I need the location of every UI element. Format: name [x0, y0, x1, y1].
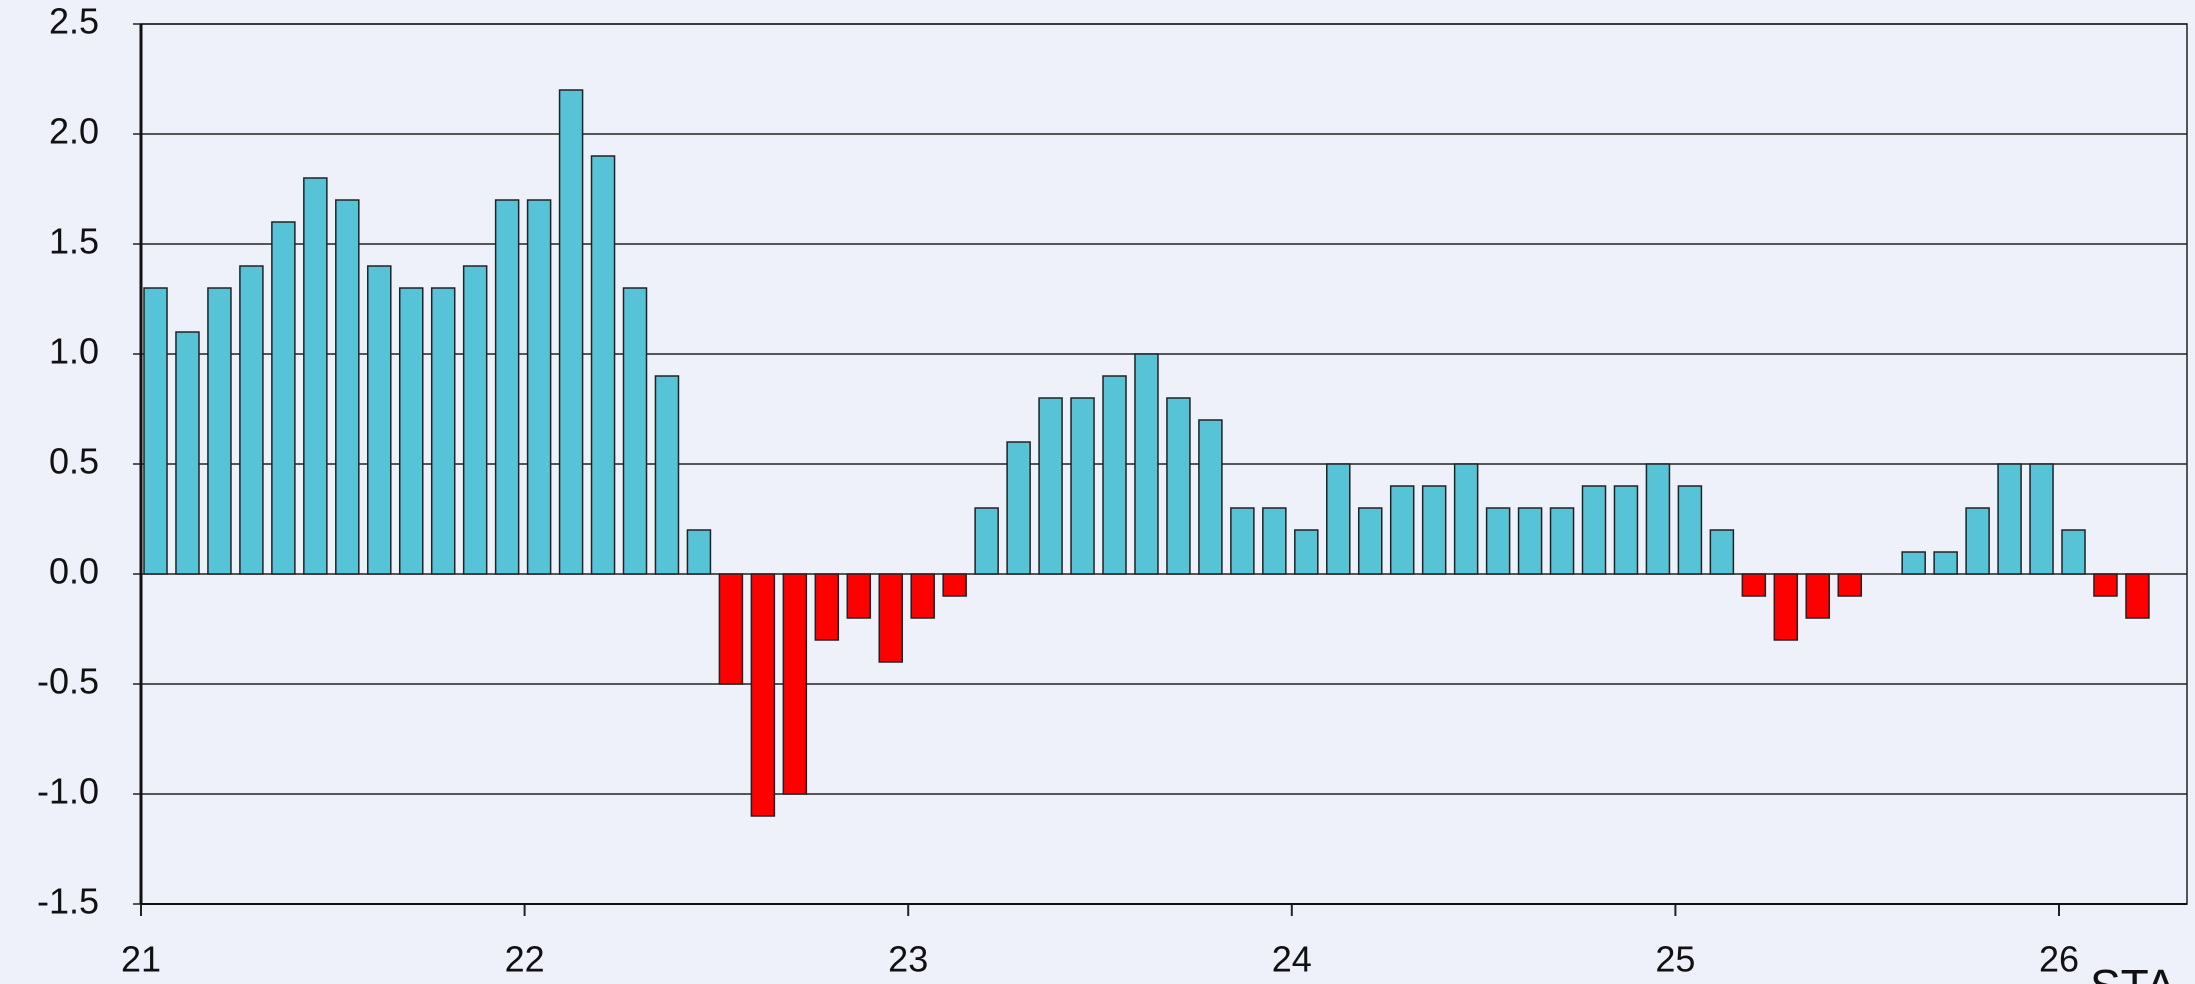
bar: [1070, 397, 1095, 575]
bar: [1773, 573, 1799, 641]
bar: [686, 529, 712, 575]
bar: [1581, 485, 1607, 575]
y-tick-label: 0.5: [49, 441, 99, 482]
bar: [1741, 573, 1767, 597]
bar: [494, 199, 520, 575]
y-tick-label: 1.0: [49, 331, 99, 372]
bar: [910, 573, 935, 619]
bar: [654, 375, 680, 575]
y-tick-label: 0.0: [49, 551, 99, 592]
bar: [2093, 573, 2118, 597]
bar: [1965, 507, 1990, 575]
bar: [1294, 529, 1319, 575]
bar: [271, 221, 296, 575]
bar: [1645, 463, 1671, 575]
bar: [526, 199, 552, 575]
bar: [1326, 463, 1351, 575]
y-tick-label: -1.5: [37, 881, 99, 922]
bar: [1901, 551, 1926, 575]
bar: [1933, 551, 1958, 575]
bar: [303, 177, 328, 575]
bar: [1230, 507, 1255, 575]
y-tick-label: 2.0: [49, 111, 99, 152]
x-tick-label: 26: [2039, 939, 2079, 980]
bar: [1805, 573, 1831, 619]
bar: [1485, 507, 1511, 575]
bar: [558, 89, 584, 575]
bar: [814, 573, 840, 641]
bar: [1837, 573, 1862, 597]
bar: [846, 573, 872, 619]
bar: [1262, 507, 1287, 575]
bar: [1709, 529, 1735, 575]
bar: [1421, 485, 1447, 575]
x-tick-label: 21: [121, 939, 161, 980]
bar: [207, 287, 232, 575]
bar: [1038, 397, 1063, 575]
bar: [1549, 507, 1575, 575]
bar: [430, 287, 456, 575]
x-tick-label: 25: [1655, 939, 1695, 980]
bar: [590, 155, 616, 575]
bar: [367, 265, 392, 575]
bar: [398, 287, 424, 575]
bar: [2125, 573, 2150, 619]
bar: [1006, 441, 1031, 575]
bar: [782, 573, 808, 795]
bar: [239, 265, 264, 575]
x-tick-label: 24: [1272, 939, 1312, 980]
bar: [1166, 397, 1191, 575]
bar: [335, 199, 360, 575]
bar: [878, 573, 903, 663]
bar: [1997, 463, 2022, 575]
bar: [1389, 485, 1415, 575]
x-tick-label: 23: [888, 939, 928, 980]
bar: [462, 265, 488, 575]
y-tick-label: 2.5: [49, 1, 99, 42]
bar: [718, 573, 744, 685]
bar: [1102, 375, 1127, 575]
bar: [942, 573, 967, 597]
bar: [143, 287, 168, 575]
bar: [974, 507, 999, 575]
bar: [1517, 507, 1543, 575]
y-tick-label: -0.5: [37, 661, 99, 702]
bar: [2029, 463, 2054, 575]
bar: [1677, 485, 1703, 575]
watermark: STA: [2090, 960, 2176, 984]
x-tick-label: 22: [505, 939, 545, 980]
bar: [1134, 353, 1159, 575]
bar: [1357, 507, 1383, 575]
bar: [750, 573, 776, 817]
bar: [1453, 463, 1479, 575]
bar: [1613, 485, 1639, 575]
bar: [622, 287, 648, 575]
bar: [1198, 419, 1223, 575]
bar: [2061, 529, 2086, 575]
bar: [175, 331, 200, 575]
y-tick-label: -1.0: [37, 771, 99, 812]
y-tick-label: 1.5: [49, 221, 99, 262]
